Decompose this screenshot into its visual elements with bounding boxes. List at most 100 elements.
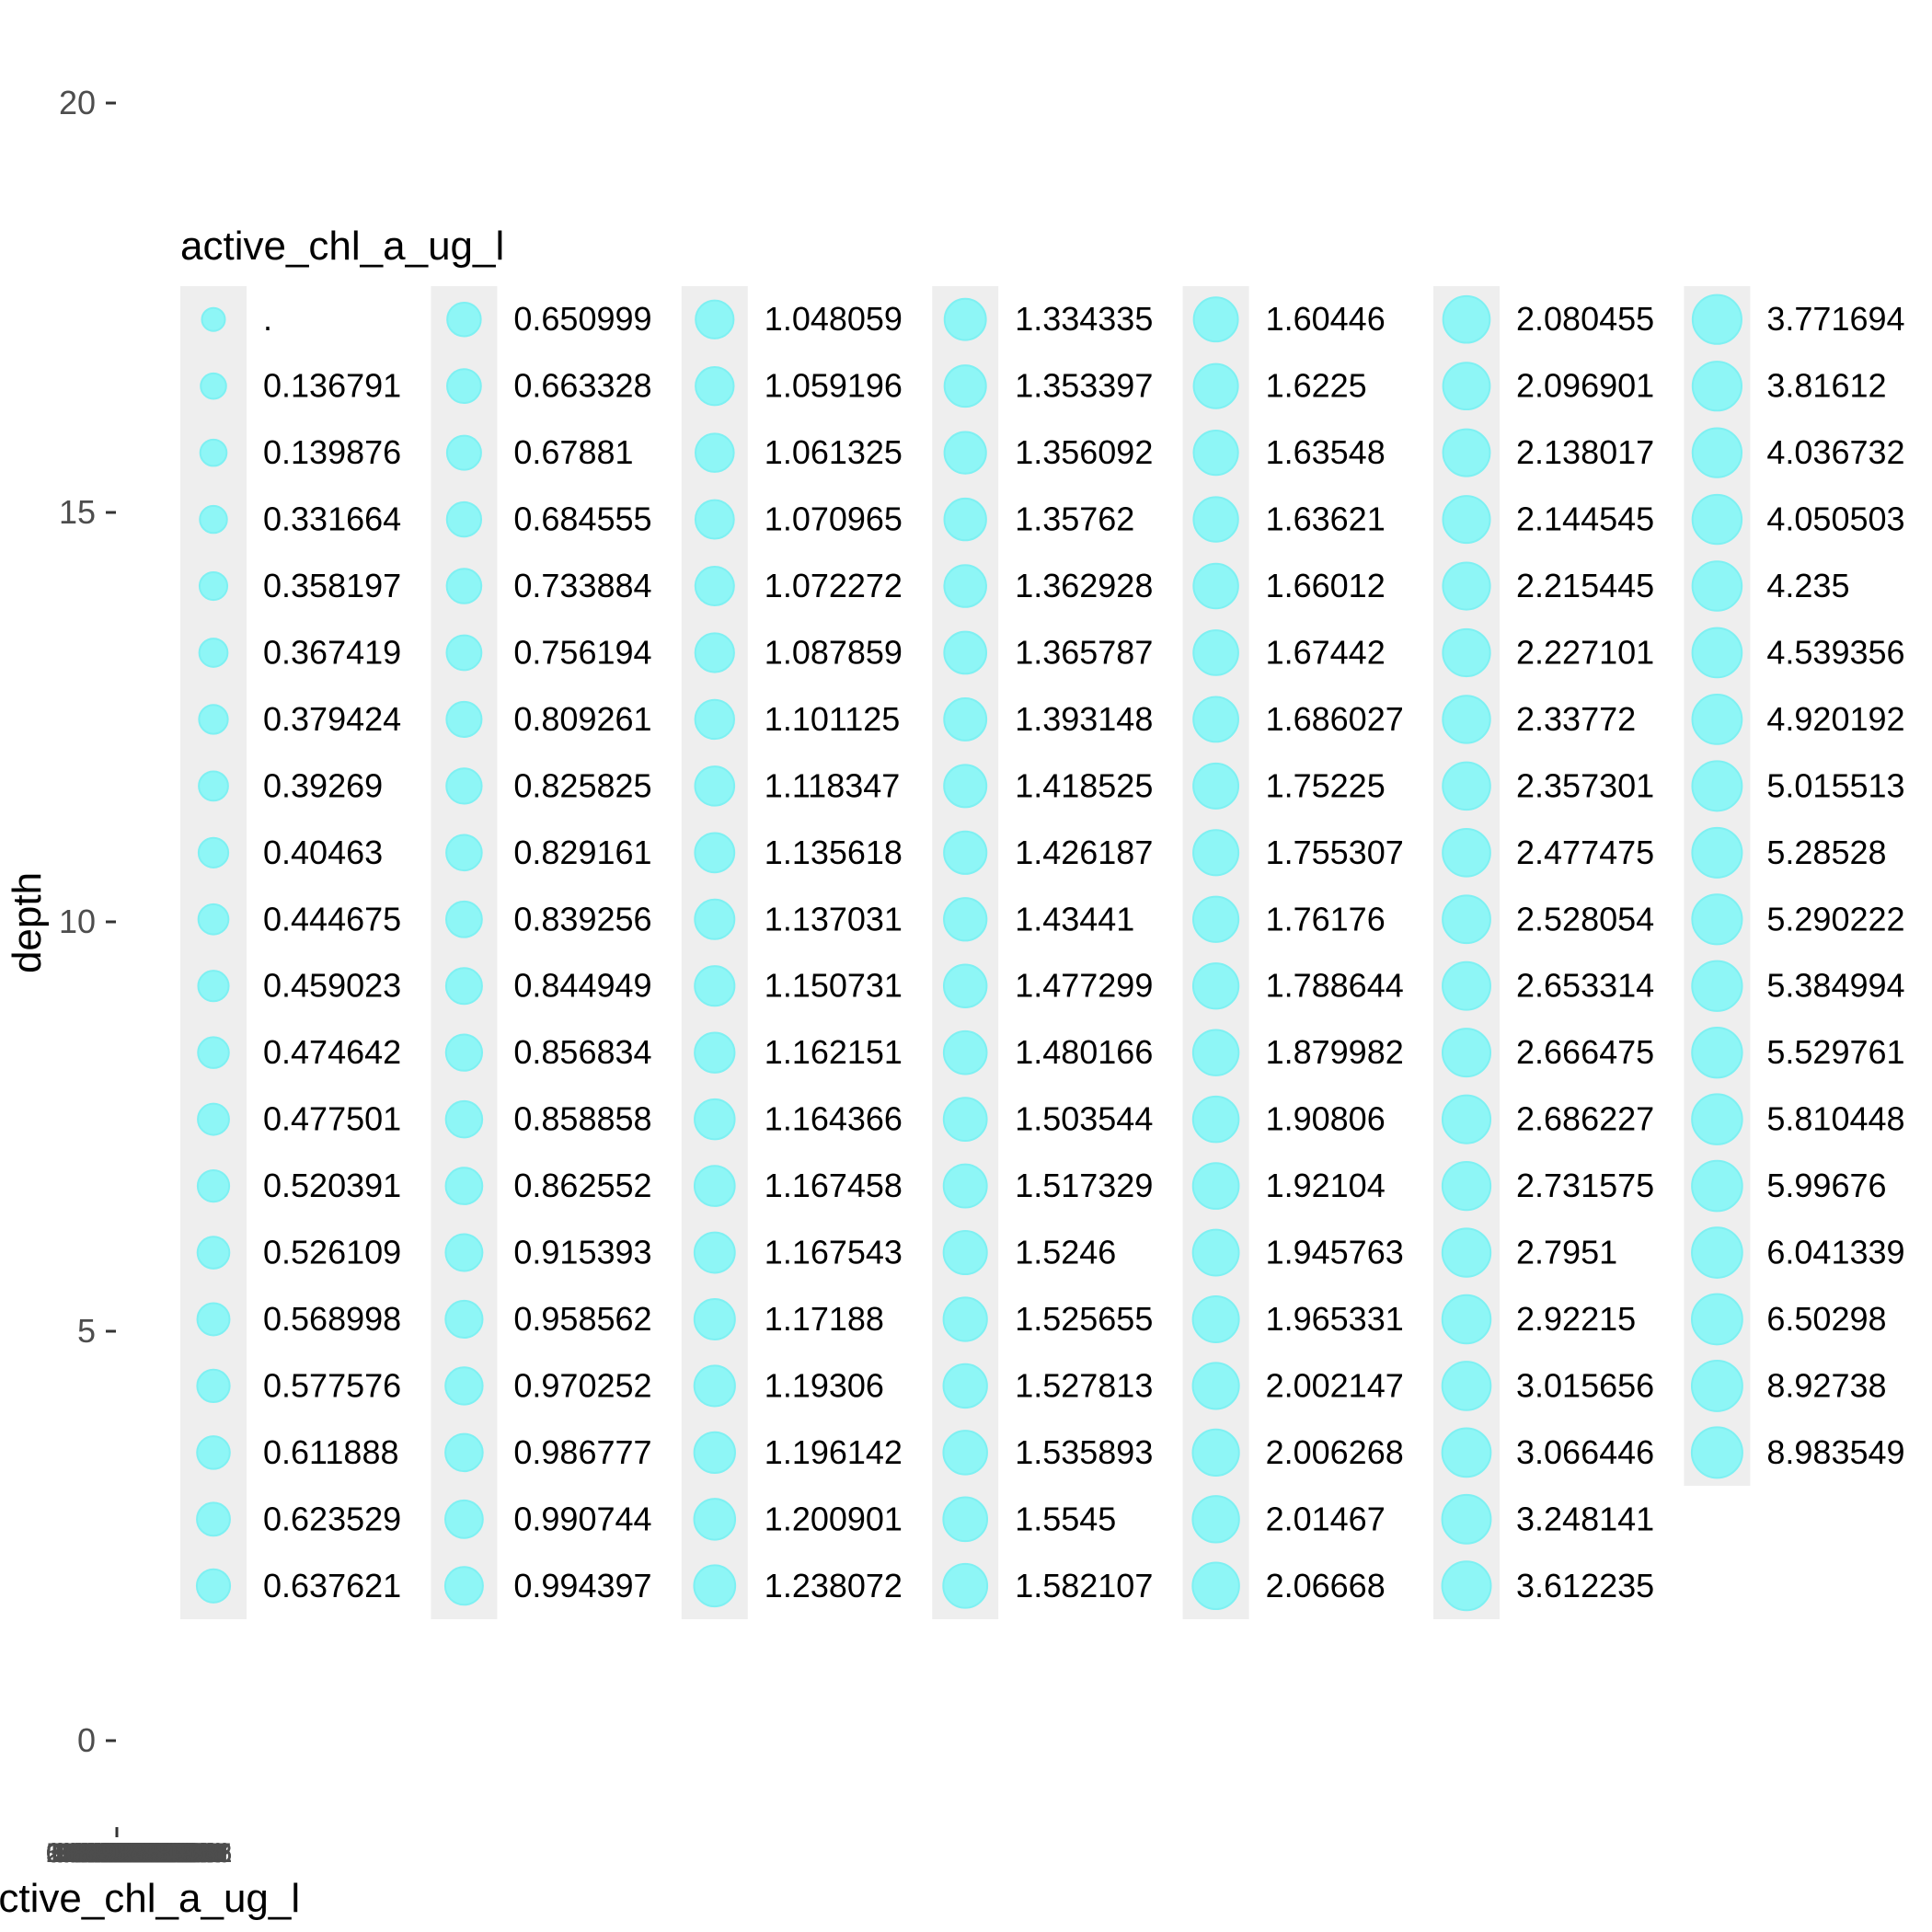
- x-tick-label: 0.844949: [85, 1838, 200, 1869]
- x-tick-label: 2.33772: [110, 1838, 210, 1869]
- legend-key-point: [1442, 428, 1491, 477]
- x-tick-label: 2.477475: [46, 1838, 161, 1869]
- legend-key-point: [1691, 1093, 1743, 1145]
- legend-key-point: [693, 1297, 736, 1340]
- x-tick-label: 1.061325: [85, 1838, 200, 1869]
- legend-key-point: [943, 297, 987, 341]
- x-tick-label: 2.002147: [46, 1838, 161, 1869]
- legend-label: 2.528054: [1516, 900, 1654, 937]
- legend-key-point: [1192, 829, 1240, 877]
- legend-label: 1.686027: [1266, 700, 1404, 738]
- legend-label: 1.059196: [765, 367, 903, 405]
- legend-label: 2.357301: [1516, 766, 1654, 804]
- x-tick-label: 1.92104: [104, 1838, 203, 1869]
- legend-label: 0.474642: [263, 1033, 401, 1071]
- legend-key-point: [1442, 761, 1491, 811]
- legend-label: 8.983549: [1766, 1433, 1904, 1471]
- x-tick-label: 1.200901: [110, 1838, 225, 1869]
- legend-key-point: [1191, 962, 1240, 1010]
- legend-key-point: [1441, 1028, 1492, 1078]
- legend-key-point: [1192, 562, 1239, 610]
- legend-key-background: [180, 286, 247, 1619]
- legend-label: 1.070965: [765, 500, 903, 538]
- x-tick-label: 1.356092: [59, 1838, 174, 1869]
- legend-key-point: [1441, 1560, 1492, 1612]
- y-tick-label: 15: [59, 493, 96, 531]
- legend-key-point: [444, 967, 483, 1006]
- legend-key-point: [445, 500, 483, 538]
- legend-key-point: [1691, 627, 1743, 679]
- x-tick-label: 0.856834: [91, 1838, 206, 1869]
- legend-label: 4.050503: [1766, 500, 1904, 538]
- x-tick-label: 1.418525: [91, 1838, 206, 1869]
- legend-label: 2.227101: [1516, 633, 1654, 671]
- legend-key-point: [694, 832, 736, 874]
- x-tick-label: 0.994397: [65, 1838, 180, 1869]
- x-tick-label: 3.612235: [117, 1838, 232, 1869]
- legend-label: 6.041339: [1766, 1234, 1904, 1271]
- x-tick-label: 5.810448: [46, 1838, 161, 1869]
- x-tick-label: 0.379424: [85, 1838, 200, 1869]
- y-axis-title: depth: [5, 872, 50, 973]
- legend-label: 1.755307: [1266, 834, 1404, 871]
- x-tick-label: 5.99676: [52, 1838, 152, 1869]
- legend-label: 0.577576: [263, 1366, 401, 1404]
- legend-key-point: [196, 1501, 231, 1537]
- legend-key-background: [932, 286, 999, 1619]
- legend-label: 2.096901: [1516, 367, 1654, 405]
- legend-label: 1.162151: [765, 1033, 903, 1071]
- legend-key-point: [694, 566, 735, 607]
- legend-key-point: [198, 704, 229, 735]
- legend-key-point: [943, 830, 988, 875]
- legend-key-point: [942, 1097, 988, 1142]
- legend-key-point: [445, 700, 483, 738]
- legend-key-point: [1691, 760, 1743, 812]
- legend-label: 2.666475: [1516, 1033, 1654, 1071]
- x-tick-label: 0.40463: [98, 1838, 197, 1869]
- legend-key-point: [1691, 1027, 1743, 1079]
- x-tick-label: .: [46, 1838, 53, 1869]
- legend-key-point: [200, 372, 227, 400]
- legend-label: 1.527813: [1015, 1366, 1153, 1404]
- x-tick-label: 2.731575: [78, 1838, 193, 1869]
- x-tick-label: 1.238072: [117, 1838, 232, 1869]
- legend-key-point: [197, 903, 230, 936]
- x-tick-label: 2.227101: [104, 1838, 219, 1869]
- legend-key-point: [444, 1432, 484, 1473]
- x-tick-label: 2.653314: [59, 1838, 174, 1869]
- legend-key-point: [445, 434, 482, 471]
- x-tick-label: 0.862552: [104, 1838, 219, 1869]
- legend-key-point: [1442, 495, 1491, 545]
- legend-label: 3.81612: [1766, 367, 1886, 405]
- legend-label: 1.101125: [765, 700, 900, 738]
- legend-label: 0.67881: [513, 433, 633, 471]
- legend-label: 1.535893: [1015, 1433, 1153, 1471]
- legend-key-point: [1191, 1294, 1240, 1343]
- legend-label: 1.5246: [1015, 1234, 1116, 1271]
- legend-label: 3.248141: [1516, 1500, 1654, 1537]
- legend-key-point: [1191, 1228, 1240, 1277]
- legend-label: 0.637621: [263, 1567, 401, 1604]
- legend-label: 0.756194: [513, 633, 651, 671]
- legend-label: 1.60446: [1266, 300, 1386, 338]
- x-tick-label: 0.358197: [72, 1838, 187, 1869]
- x-tick-label: 1.19306: [98, 1838, 197, 1869]
- legend-label: 0.623529: [263, 1500, 401, 1537]
- x-tick-label: 1.362928: [72, 1838, 187, 1869]
- legend-key-point: [444, 1099, 484, 1139]
- x-tick-label: 0.444675: [104, 1838, 219, 1869]
- x-tick-label: 1.196142: [104, 1838, 219, 1869]
- legend-key-background: [1433, 286, 1500, 1619]
- legend-label: 0.825825: [513, 766, 651, 804]
- legend-key-point: [445, 767, 483, 805]
- legend-label: 1.353397: [1015, 367, 1153, 405]
- legend-key-point: [444, 1167, 484, 1205]
- legend-key-point: [201, 306, 226, 332]
- legend-key-point: [1191, 1362, 1240, 1410]
- x-tick-label: 4.920192: [85, 1838, 200, 1869]
- legend-key-point: [196, 1368, 231, 1404]
- x-tick-label: 1.965331: [117, 1838, 232, 1869]
- legend-label: 5.015513: [1766, 766, 1904, 804]
- legend-key-point: [693, 1431, 736, 1475]
- legend-key-point: [1691, 826, 1743, 879]
